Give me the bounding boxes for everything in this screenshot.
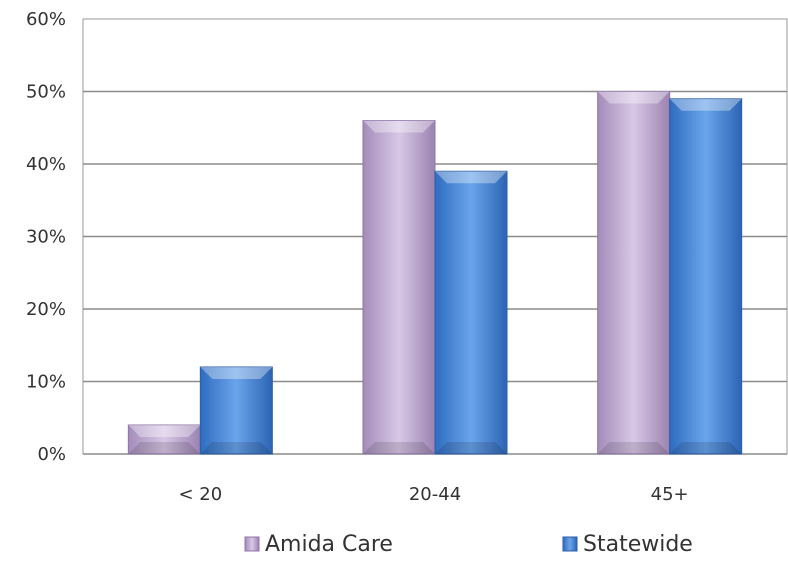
bars (127, 91, 743, 455)
bar-bevel-top (363, 120, 435, 133)
legend-item: Statewide (562, 532, 693, 557)
bar-body (434, 170, 508, 455)
y-tick-label: 20% (26, 299, 66, 320)
y-tick-label: 60% (26, 9, 66, 30)
y-tick-label: 50% (26, 82, 66, 103)
bar-bevel-bottom (669, 442, 742, 454)
bar-bevel-top (200, 367, 273, 379)
bar-amida-care (597, 91, 671, 455)
x-axis-ticks: < 20 20-44 45+ (178, 484, 688, 505)
bar-bevel-bottom (597, 442, 670, 454)
bar-body (597, 91, 671, 455)
legend-label: Amida Care (265, 532, 393, 557)
legend-item: Amida Care (244, 532, 393, 557)
y-tick-label: 0% (37, 444, 66, 465)
x-tick-label: < 20 (178, 484, 222, 505)
bar-amida-care (362, 120, 436, 455)
bar-bevel-top (597, 91, 670, 104)
bar-bevel-top (435, 171, 507, 184)
bar-bevel-bottom (435, 442, 507, 454)
legend: Amida Care Statewide (244, 532, 693, 557)
y-tick-label: 30% (26, 227, 66, 248)
legend-label: Statewide (583, 532, 693, 557)
bar-body (127, 424, 201, 455)
bar-statewide (434, 170, 508, 455)
bar-bevel-top (128, 425, 201, 437)
legend-swatch (244, 536, 260, 552)
bar-bevel-bottom (363, 442, 435, 454)
legend-swatch (562, 536, 578, 552)
bar-bevel-top (669, 98, 742, 111)
bar-statewide (199, 366, 273, 455)
bar-body (669, 98, 743, 455)
bar-amida-care (127, 424, 201, 455)
bar-bevel-bottom (128, 442, 201, 454)
bar-body (199, 366, 273, 455)
y-tick-label: 10% (26, 372, 66, 393)
y-tick-label: 40% (26, 154, 66, 175)
bar-bevel-bottom (200, 442, 273, 454)
plot-area: 0% 10% 20% 30% 40% 50% 60% < 20 20-44 45+ (26, 9, 788, 505)
x-tick-label: 45+ (651, 484, 689, 505)
bar-statewide (669, 98, 743, 455)
y-axis-ticks: 0% 10% 20% 30% 40% 50% 60% (26, 9, 66, 465)
x-tick-label: 20-44 (409, 484, 461, 505)
bar-body (362, 120, 436, 455)
